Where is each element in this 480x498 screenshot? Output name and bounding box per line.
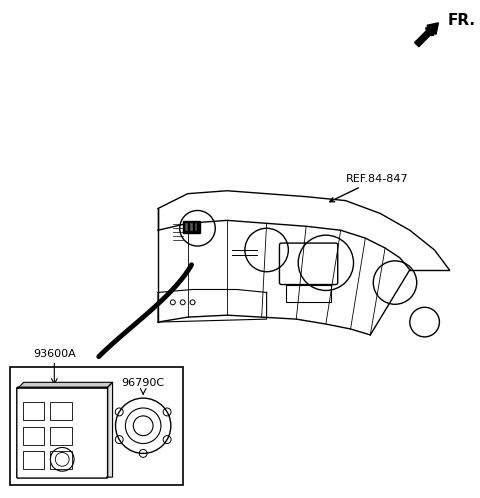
- Bar: [183, 221, 201, 233]
- Bar: [50, 451, 72, 469]
- Text: REF.84-847: REF.84-847: [330, 174, 408, 202]
- Bar: [190, 223, 192, 231]
- Text: FR.: FR.: [447, 13, 475, 28]
- Bar: [10, 367, 183, 485]
- FancyArrow shape: [415, 23, 438, 47]
- Bar: [287, 284, 331, 302]
- Bar: [50, 402, 72, 420]
- Polygon shape: [18, 382, 113, 388]
- Bar: [23, 451, 45, 469]
- Bar: [185, 223, 188, 231]
- Text: 96790C: 96790C: [121, 378, 165, 388]
- Bar: [50, 427, 72, 445]
- Bar: [194, 223, 197, 231]
- Bar: [23, 427, 45, 445]
- Bar: [23, 402, 45, 420]
- Polygon shape: [107, 382, 113, 477]
- Text: 93600A: 93600A: [33, 349, 76, 359]
